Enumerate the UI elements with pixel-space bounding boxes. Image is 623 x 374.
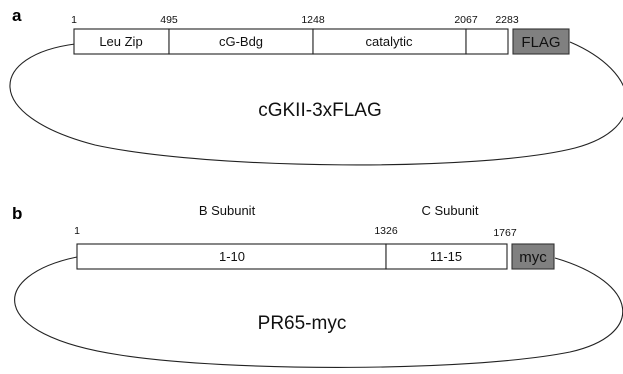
panel-a-label-cg-bdg: cG-Bdg [219, 34, 263, 49]
panel-a-letter: a [12, 6, 22, 25]
panel-b-c-subunit-label: C Subunit [421, 203, 478, 218]
panel-b-pos-1767: 1767 [493, 227, 517, 239]
panel-b-plasmid-name: PR65-myc [258, 313, 347, 334]
panel-a: a 1 495 1248 2067 2283 Leu Zip cG-Bdg ca… [10, 6, 623, 165]
panel-b-letter: b [12, 204, 22, 223]
panel-a-pos-1248: 1248 [301, 14, 325, 26]
panel-b: b B Subunit C Subunit 1 1326 1767 1-10 1… [12, 203, 623, 367]
panel-a-pos-2067: 2067 [454, 14, 478, 26]
panel-a-flag-label: FLAG [521, 34, 560, 51]
panel-b-label-1-10: 1-10 [219, 249, 245, 264]
panel-b-pos-1: 1 [74, 225, 80, 237]
panel-a-plasmid-name: cGKII-3xFLAG [258, 100, 382, 121]
panel-b-label-11-15: 11-15 [430, 249, 462, 264]
panel-a-pos-1: 1 [71, 14, 77, 26]
panel-a-segment-end [466, 29, 508, 54]
panel-b-pos-1326: 1326 [374, 225, 398, 237]
panel-b-b-subunit-label: B Subunit [199, 203, 256, 218]
panel-a-pos-495: 495 [160, 14, 178, 26]
panel-a-pos-2283: 2283 [495, 14, 519, 26]
panel-a-label-leu-zip: Leu Zip [99, 34, 142, 49]
panel-a-label-catalytic: catalytic [366, 34, 413, 49]
panel-b-myc-label: myc [519, 249, 547, 266]
